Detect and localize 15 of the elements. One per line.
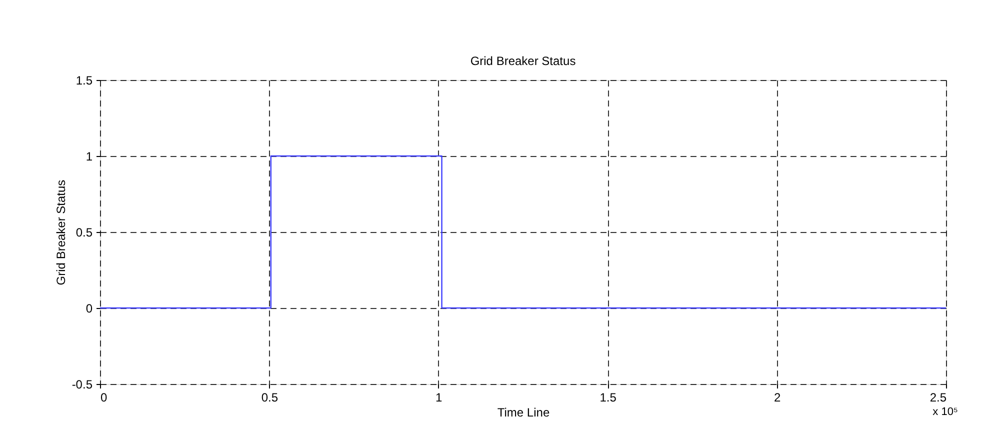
x-tick-label: 0.5: [261, 390, 278, 404]
x-axis-title: Time Line: [497, 406, 550, 420]
x-tick-label: 2.5: [930, 390, 947, 404]
x-tick-label: 0: [100, 390, 108, 404]
y-tick-label: 1: [86, 150, 93, 164]
chart-title: Grid Breaker Status: [470, 54, 576, 68]
y-tick-label: 0: [86, 302, 93, 316]
x-tick-label: 1: [436, 390, 443, 404]
x-tick-label: 2: [774, 390, 781, 404]
x-tick-label: 1.5: [600, 390, 617, 404]
y-tick-label: -0.5: [72, 378, 93, 392]
text: x 10⁵: [932, 406, 958, 418]
y-tick-label: 1.5: [76, 74, 93, 88]
y-tick-label: 0.5: [76, 226, 93, 240]
y-axis-title: Grid Breaker Status: [54, 180, 68, 286]
